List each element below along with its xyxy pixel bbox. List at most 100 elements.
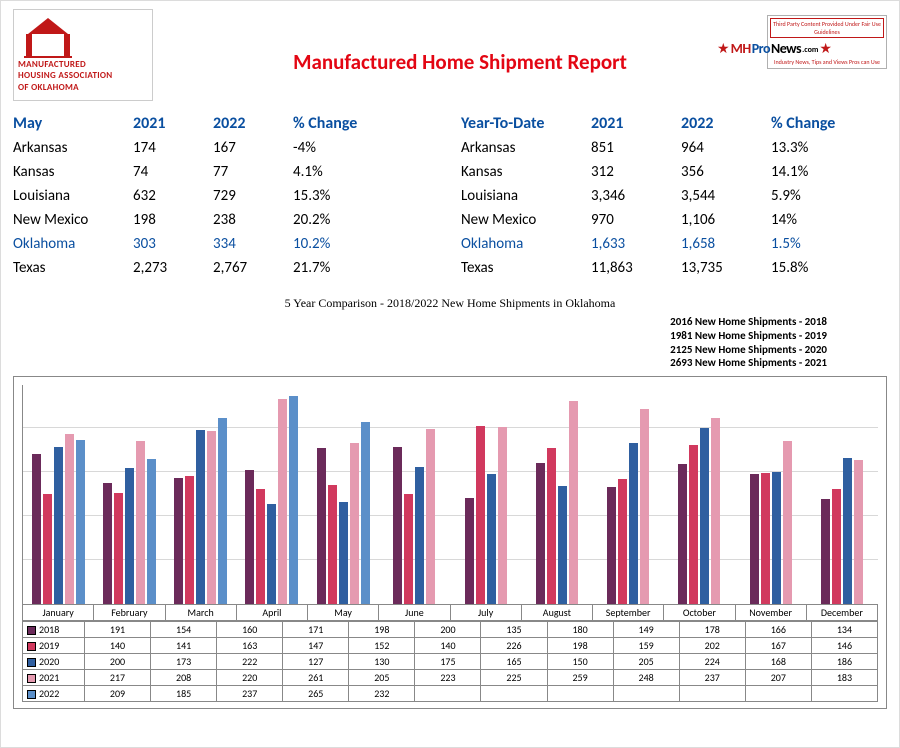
bar	[76, 440, 85, 604]
legend-row: 2018191154160171198200135180149178166134	[23, 622, 878, 638]
bar	[854, 460, 863, 604]
cell: 238	[213, 208, 293, 232]
month-group	[451, 385, 522, 604]
month-group	[94, 385, 165, 604]
bar	[207, 431, 216, 604]
legend-cell	[679, 686, 745, 702]
legend-cell: 134	[811, 622, 877, 638]
page-title: Manufactured Home Shipment Report	[153, 49, 767, 75]
th: 2022	[681, 111, 771, 136]
legend-cell: 237	[679, 670, 745, 686]
annual-line: 1981 New Home Shipments - 2019	[13, 329, 827, 343]
cell: 15.3%	[293, 184, 443, 208]
legend-label: 2020	[23, 654, 85, 670]
th: 2022	[213, 111, 293, 136]
cell: New Mexico	[461, 208, 591, 232]
month-group	[736, 385, 807, 604]
bar	[783, 441, 792, 604]
legend-cell: 168	[745, 654, 811, 670]
mhao-logo: MANUFACTURED HOUSING ASSOCIATION OF OKLA…	[13, 9, 153, 101]
table-row: Louisiana63272915.3%	[13, 184, 443, 208]
month-label: February	[94, 605, 165, 621]
legend-row: 2021217208220261205223225259248237207183	[23, 670, 878, 686]
bar	[174, 478, 183, 604]
badge-news: News	[771, 40, 801, 57]
cell: 632	[133, 184, 213, 208]
table-row: Oklahoma1,6331,6581.5%	[461, 232, 881, 256]
legend-cell	[547, 686, 613, 702]
bar	[476, 426, 485, 604]
cell: 334	[213, 232, 293, 256]
legend-cell: 217	[85, 670, 151, 686]
legend-table: 2018191154160171198200135180149178166134…	[22, 621, 878, 702]
legend-cell: 175	[415, 654, 481, 670]
legend-cell: 160	[217, 622, 283, 638]
bar	[54, 447, 63, 604]
legend-cell: 130	[349, 654, 415, 670]
cell: 10.2%	[293, 232, 443, 256]
legend-cell: 127	[283, 654, 349, 670]
th: May	[13, 111, 133, 136]
legend-cell: 198	[547, 638, 613, 654]
cell: 11,863	[591, 256, 681, 280]
bar	[317, 448, 326, 604]
legend-cell: 225	[481, 670, 547, 686]
cell: Texas	[13, 256, 133, 280]
ytd-table: Year-To-Date 2021 2022 % Change Arkansas…	[461, 111, 881, 280]
logo-text-3: OF OKLAHOMA	[18, 83, 79, 92]
legend-cell: 265	[283, 686, 349, 702]
bar	[361, 422, 370, 604]
table-row: Kansas74774.1%	[13, 160, 443, 184]
bar	[569, 401, 578, 605]
legend-cell: 207	[745, 670, 811, 686]
legend-cell: 152	[349, 638, 415, 654]
legend-cell: 140	[415, 638, 481, 654]
bar	[843, 458, 852, 604]
mhpronews-badge: Third Party Content Provided Under Fair …	[767, 15, 887, 69]
th: 2021	[133, 111, 213, 136]
legend-label: 2021	[23, 670, 85, 686]
cell: Texas	[461, 256, 591, 280]
bar-groups	[23, 385, 878, 604]
month-group	[807, 385, 878, 604]
legend-cell: 186	[811, 654, 877, 670]
cell: 1.5%	[771, 232, 881, 256]
bar	[43, 494, 52, 604]
bar	[114, 493, 123, 604]
bar	[65, 434, 74, 605]
cell: New Mexico	[13, 208, 133, 232]
legend-cell: 191	[85, 622, 151, 638]
table-row: Kansas31235614.1%	[461, 160, 881, 184]
month-label: December	[807, 605, 878, 621]
bar	[832, 489, 841, 604]
legend-cell: 259	[547, 670, 613, 686]
cell: 1,633	[591, 232, 681, 256]
legend-cell: 226	[481, 638, 547, 654]
bar	[415, 467, 424, 605]
cell: 15.8%	[771, 256, 881, 280]
bar	[350, 443, 359, 604]
bar	[487, 474, 496, 604]
legend-row: 2020200173222127130175165150205224168186	[23, 654, 878, 670]
month-group	[664, 385, 735, 604]
badge-mh: MH	[731, 40, 751, 57]
legend-cell	[481, 686, 547, 702]
month-group	[308, 385, 379, 604]
bar	[607, 487, 616, 604]
bar	[147, 459, 156, 604]
chart-title: 5 Year Comparison - 2018/2022 New Home S…	[13, 296, 887, 311]
table-row: New Mexico9701,10614%	[461, 208, 881, 232]
legend-cell: 237	[217, 686, 283, 702]
bar	[536, 463, 545, 604]
legend-cell: 154	[151, 622, 217, 638]
logo-text-1: MANUFACTURED	[18, 60, 86, 69]
legend-cell: 222	[217, 654, 283, 670]
cell: 13,735	[681, 256, 771, 280]
bar	[278, 399, 287, 604]
month-label: June	[379, 605, 450, 621]
legend-cell: 200	[415, 622, 481, 638]
chart-block: 5 Year Comparison - 2018/2022 New Home S…	[13, 296, 887, 709]
cell: Kansas	[13, 160, 133, 184]
legend-cell: 223	[415, 670, 481, 686]
cell: 2,767	[213, 256, 293, 280]
